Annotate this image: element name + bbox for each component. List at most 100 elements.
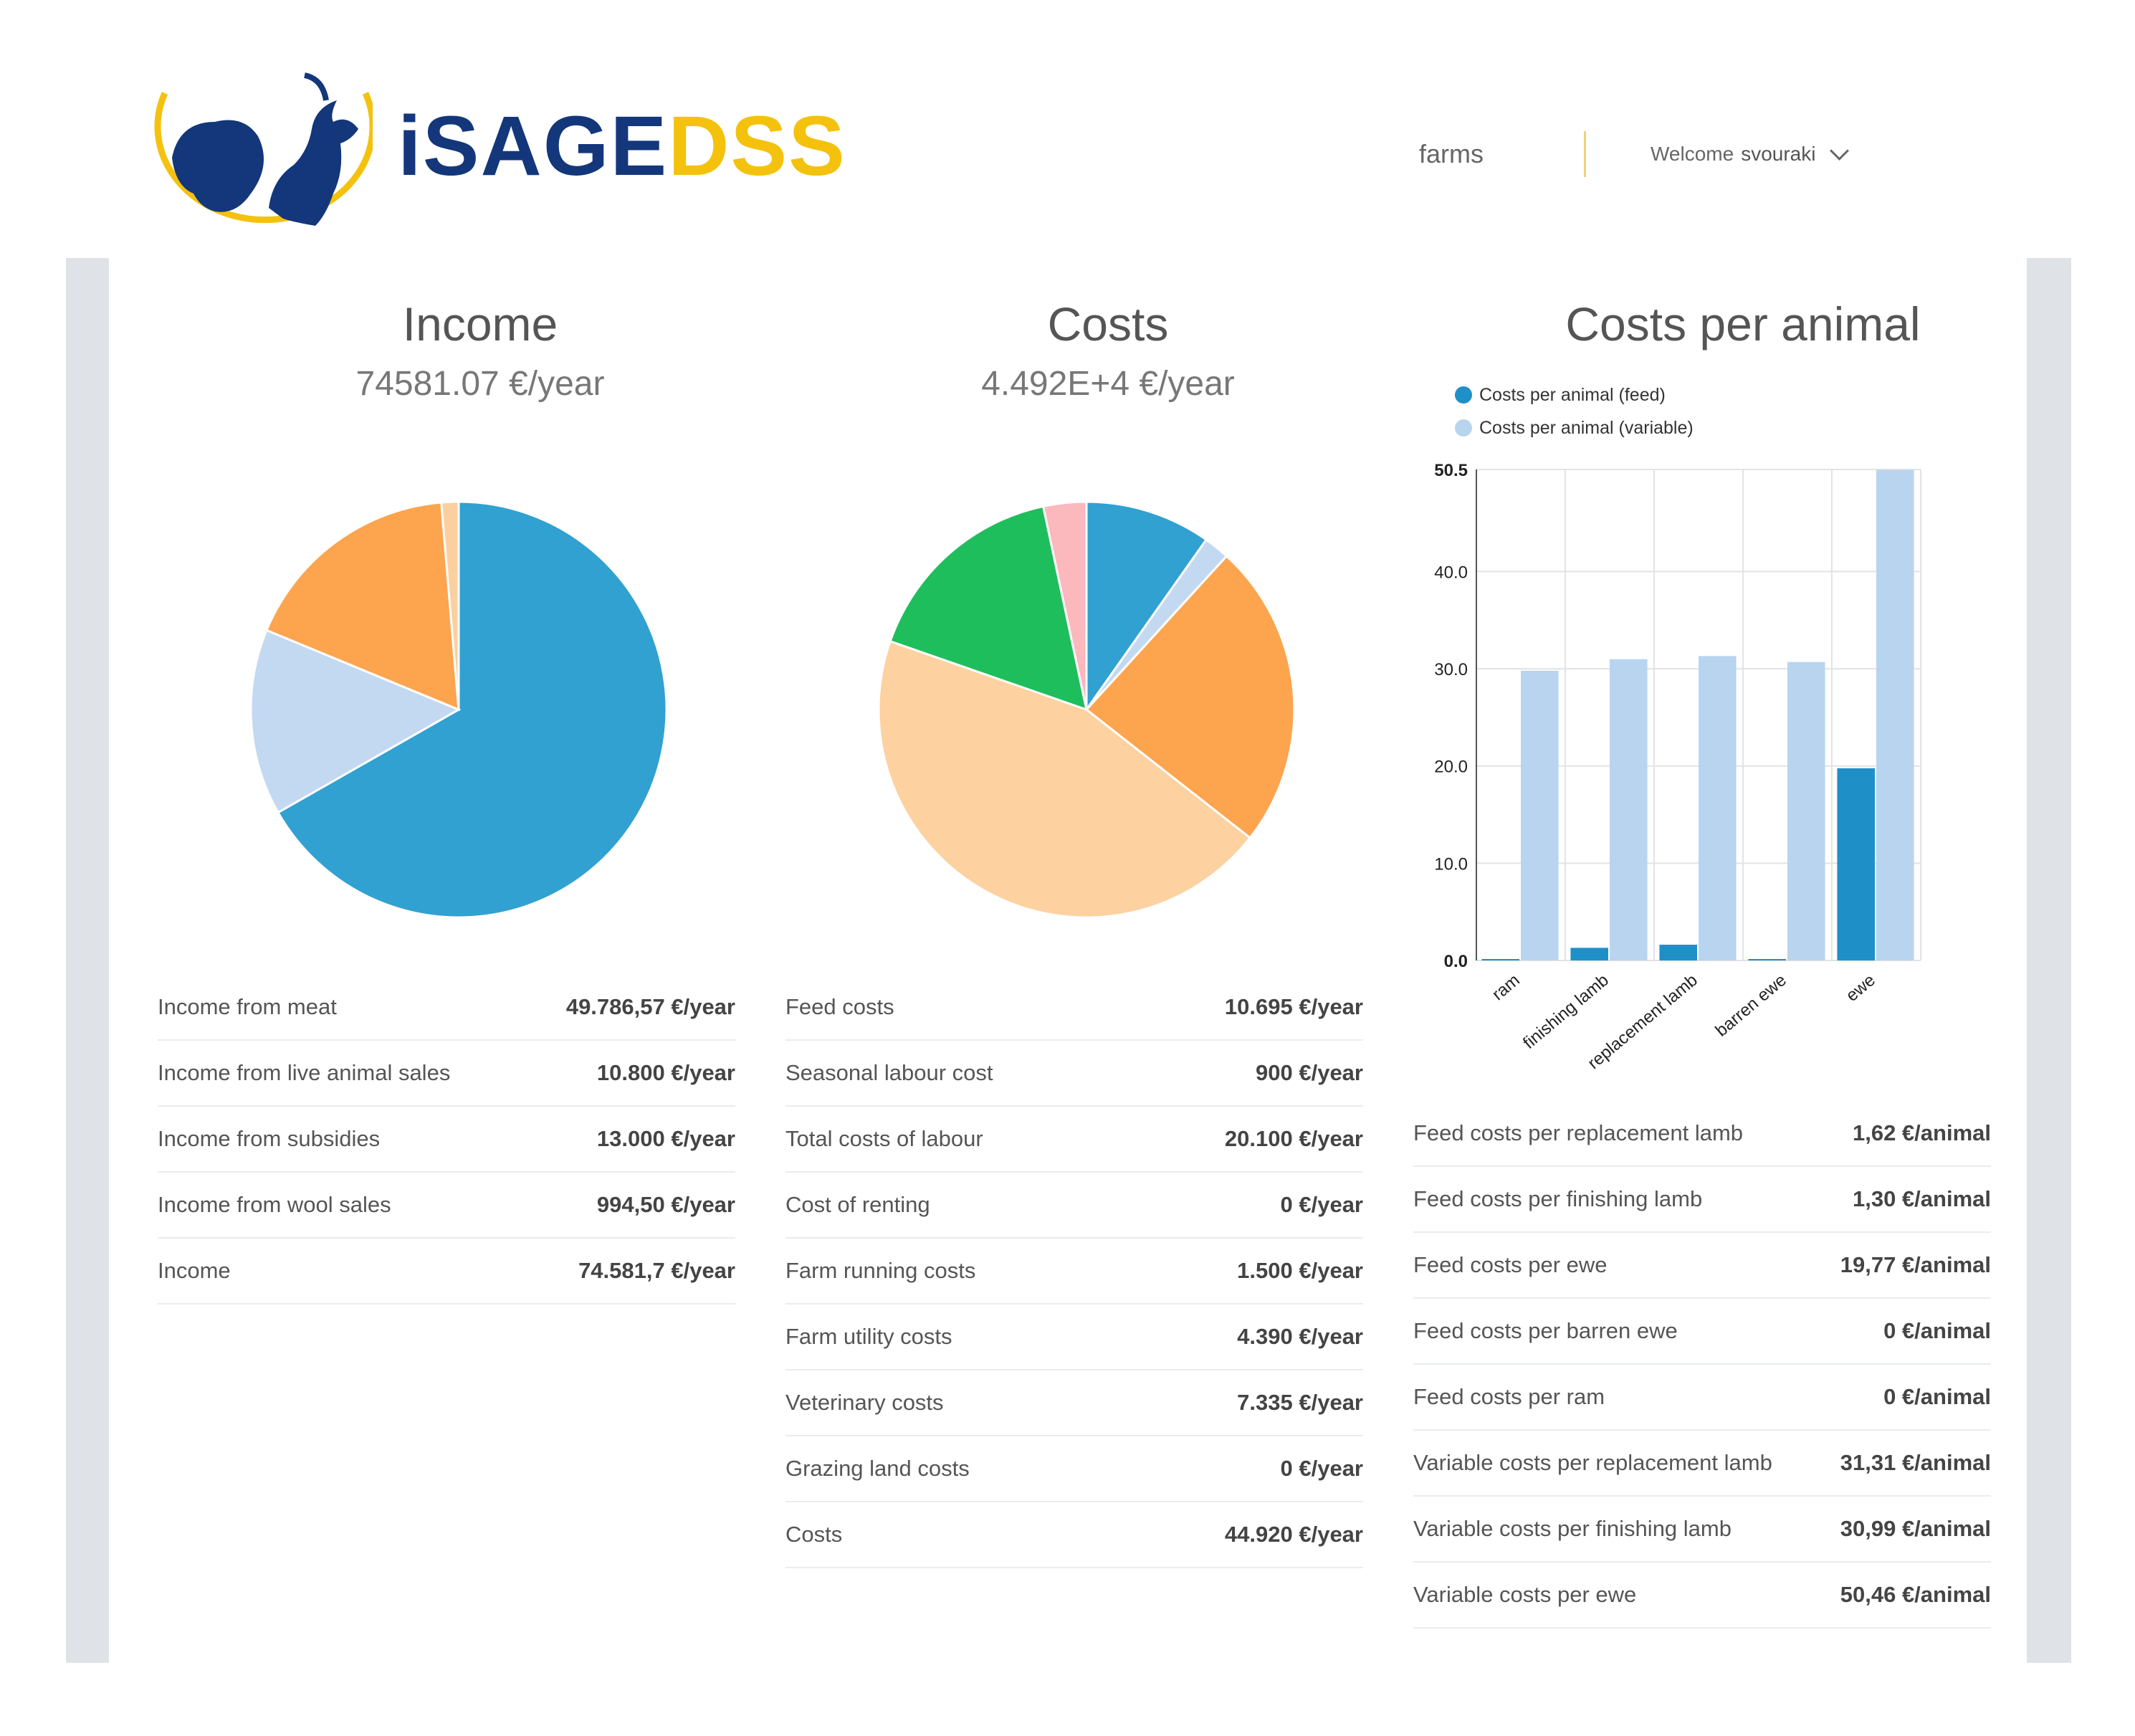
row-label: Veterinary costs — [785, 1390, 944, 1415]
row-value: 0 €/year — [1280, 1456, 1364, 1481]
row-label: Feed costs per ewe — [1413, 1252, 1608, 1277]
x-tick-label: barren ewe — [1712, 970, 1790, 1041]
table-row: Costs 44.920 €/year — [785, 1502, 1363, 1568]
nav-divider — [1584, 131, 1586, 177]
table-row: Variable costs per finishing lamb 30,99 €… — [1413, 1497, 1991, 1563]
table-row: Income from live animal sales 10.800 €/ye… — [158, 1041, 735, 1107]
table-row: Veterinary costs 7.335 €/year — [785, 1370, 1363, 1436]
x-tick-label: ram — [1489, 970, 1524, 1004]
page-margin-left — [66, 258, 109, 1663]
isage-dss-logo[interactable]: iSAGEDSS — [151, 72, 845, 251]
bar-feed[interactable] — [1481, 959, 1519, 960]
costs-pie-chart[interactable] — [871, 495, 1301, 925]
row-value: 74.581,7 €/year — [578, 1258, 735, 1283]
bar-variable[interactable] — [1521, 670, 1559, 960]
y-tick-label: 30.0 — [1434, 660, 1468, 679]
costs-table: Feed costs 10.695 €/year Seasonal labour c… — [785, 975, 1363, 1568]
income-pie-slice[interactable] — [277, 500, 668, 919]
row-label: Income from meat — [158, 994, 337, 1019]
legend-label-feed: Costs per animal (feed) — [1479, 384, 1666, 405]
x-tick-label: finishing lamb — [1519, 970, 1613, 1053]
costs-pie-slice[interactable] — [877, 639, 1252, 919]
row-label: Feed costs per replacement lamb — [1413, 1120, 1744, 1145]
legend-item-feed[interactable]: Costs per animal (feed) — [1455, 378, 1694, 411]
income-pie-slice[interactable] — [440, 500, 460, 710]
bar-chart-legend: Costs per animal (feed) Costs per animal… — [1455, 378, 1694, 444]
bar-feed[interactable] — [1748, 959, 1786, 960]
row-label: Income from live animal sales — [158, 1060, 451, 1085]
row-value: 900 €/year — [1256, 1060, 1363, 1085]
row-label: Income from wool sales — [158, 1192, 391, 1217]
row-value: 7.335 €/year — [1237, 1390, 1363, 1415]
legend-item-variable[interactable]: Costs per animal (variable) — [1455, 411, 1694, 444]
row-value: 0 €/year — [1280, 1192, 1364, 1217]
row-value: 10.695 €/year — [1224, 994, 1363, 1019]
row-label: Total costs of labour — [785, 1126, 983, 1151]
table-row: Income 74.581,7 €/year — [158, 1239, 735, 1305]
row-value: 0 €/animal — [1883, 1318, 1991, 1343]
row-label: Feed costs — [785, 994, 894, 1019]
y-tick-label: 0.0 — [1444, 952, 1468, 971]
top-nav: farms Welcome svouraki — [1419, 129, 1850, 179]
bar-variable[interactable] — [1876, 469, 1914, 960]
row-value: 10.800 €/year — [596, 1060, 735, 1085]
logo-emblem-icon — [154, 72, 373, 226]
income-title: Income — [402, 297, 558, 350]
bar-feed[interactable] — [1659, 945, 1697, 960]
costs-pie-slice[interactable] — [1041, 500, 1088, 710]
user-menu[interactable]: Welcome svouraki — [1651, 140, 1850, 166]
costs-pie-slice[interactable] — [889, 505, 1089, 712]
table-row: Feed costs per ram 0 €/animal — [1413, 1365, 1991, 1431]
row-label: Variable costs per finishing lamb — [1413, 1516, 1732, 1541]
row-label: Variable costs per replacement lamb — [1413, 1450, 1772, 1475]
row-value: 50,46 €/animal — [1840, 1582, 1991, 1607]
table-row: Feed costs per ewe 19,77 €/animal — [1413, 1233, 1991, 1299]
row-value: 1,62 €/animal — [1852, 1120, 1991, 1145]
legend-label-variable: Costs per animal (variable) — [1479, 417, 1694, 438]
y-tick-label: 10.0 — [1434, 854, 1468, 874]
row-value: 1,30 €/animal — [1852, 1186, 1991, 1211]
bar-variable[interactable] — [1610, 659, 1648, 960]
row-value: 44.920 €/year — [1224, 1522, 1363, 1547]
income-pie-slice[interactable] — [249, 629, 462, 814]
row-value: 1.500 €/year — [1237, 1258, 1363, 1283]
nav-farms-link[interactable]: farms — [1419, 139, 1484, 168]
income-pie-chart[interactable] — [244, 495, 674, 925]
costs-pie-slice[interactable] — [1085, 500, 1208, 713]
bar-variable[interactable] — [1787, 662, 1825, 960]
table-row: Feed costs per replacement lamb 1,62 €/an… — [1413, 1101, 1991, 1167]
y-tick-label: 20.0 — [1434, 758, 1468, 777]
costs-pie-slice[interactable] — [1084, 554, 1296, 840]
x-tick-label: ewe — [1843, 970, 1879, 1006]
row-label: Income from subsidies — [158, 1126, 381, 1151]
top-header: iSAGEDSS farms Welcome svouraki — [0, 0, 2135, 258]
row-label: Farm utility costs — [785, 1324, 952, 1349]
income-total: 74581.07 €/year — [355, 365, 605, 403]
bar-variable[interactable] — [1699, 656, 1737, 960]
row-label: Feed costs per barren ewe — [1413, 1318, 1678, 1343]
income-pie-slice[interactable] — [265, 501, 460, 712]
row-label: Feed costs per ram — [1413, 1384, 1605, 1409]
row-label: Cost of renting — [785, 1192, 930, 1217]
row-value: 49.786,57 €/year — [565, 994, 735, 1019]
row-value: 20.100 €/year — [1224, 1126, 1363, 1151]
table-row: Feed costs 10.695 €/year — [785, 975, 1363, 1041]
table-row: Variable costs per ewe 50,46 €/animal — [1413, 1563, 1991, 1628]
y-tick-label: 40.0 — [1434, 563, 1468, 582]
legend-swatch-feed — [1455, 386, 1472, 404]
costs-title: Costs — [1047, 297, 1169, 350]
row-value: 19,77 €/animal — [1840, 1252, 1991, 1277]
costs-per-animal-table: Feed costs per replacement lamb 1,62 €/an… — [1413, 1101, 1991, 1628]
logo-wordmark: iSAGEDSS — [398, 99, 846, 194]
table-row: Income from wool sales 994,50 €/year — [158, 1173, 735, 1239]
table-row: Income from meat 49.786,57 €/year — [158, 975, 735, 1041]
bar-feed[interactable] — [1570, 948, 1608, 960]
table-row: Income from subsidies 13.000 €/year — [158, 1107, 735, 1173]
bar-feed[interactable] — [1837, 768, 1875, 960]
table-row: Feed costs per barren ewe 0 €/animal — [1413, 1299, 1991, 1365]
chevron-down-icon — [1830, 140, 1850, 161]
y-tick-label: 50.5 — [1434, 461, 1468, 480]
row-value: 31,31 €/animal — [1840, 1450, 1991, 1475]
username: svouraki — [1741, 143, 1816, 165]
